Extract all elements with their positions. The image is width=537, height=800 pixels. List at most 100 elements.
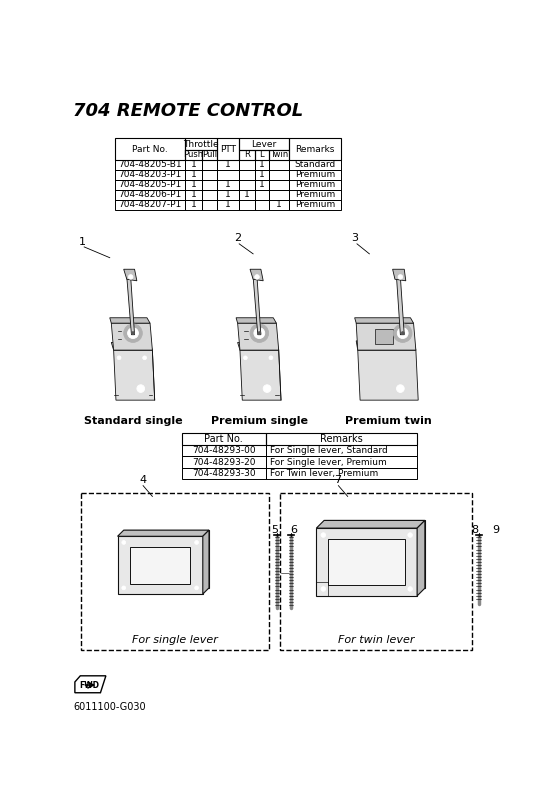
Bar: [239, 160, 255, 170]
Text: 704-48203-P1: 704-48203-P1: [119, 170, 182, 179]
Text: 1: 1: [191, 181, 197, 190]
Text: 704-48205-P1: 704-48205-P1: [119, 181, 182, 190]
Bar: [268, 200, 289, 210]
Bar: [185, 170, 202, 180]
Text: For Single lever, Standard: For Single lever, Standard: [270, 446, 388, 455]
Polygon shape: [393, 270, 406, 281]
Text: PTT: PTT: [220, 145, 236, 154]
Bar: [289, 200, 342, 210]
Text: Premium: Premium: [295, 190, 335, 199]
Bar: [255, 170, 268, 180]
Polygon shape: [203, 530, 209, 594]
Text: 5: 5: [271, 525, 278, 534]
Text: Premium: Premium: [295, 201, 335, 210]
Text: 1: 1: [191, 201, 197, 210]
Circle shape: [122, 586, 126, 590]
Text: For Twin lever, Premium: For Twin lever, Premium: [270, 469, 379, 478]
Bar: [239, 170, 255, 180]
Bar: [185, 180, 202, 190]
Polygon shape: [110, 318, 150, 323]
Circle shape: [128, 328, 139, 338]
Circle shape: [243, 356, 248, 360]
Bar: [280, 493, 473, 650]
Bar: [255, 180, 268, 190]
Bar: [202, 150, 217, 160]
Text: Part No.: Part No.: [132, 145, 168, 154]
Polygon shape: [358, 350, 418, 400]
Polygon shape: [111, 323, 153, 350]
Bar: [81, 493, 270, 650]
Text: Standard: Standard: [294, 161, 336, 170]
Circle shape: [321, 533, 325, 538]
Text: Premium: Premium: [295, 170, 335, 179]
Text: 1: 1: [259, 170, 265, 179]
Bar: [185, 200, 202, 210]
Polygon shape: [375, 329, 393, 344]
Polygon shape: [316, 521, 425, 528]
Polygon shape: [111, 342, 153, 350]
Circle shape: [194, 586, 199, 590]
Text: L: L: [259, 150, 264, 159]
Bar: [202, 180, 217, 190]
Text: Throttle: Throttle: [184, 140, 219, 149]
Text: 704-48293-00: 704-48293-00: [192, 446, 256, 455]
Circle shape: [122, 541, 126, 544]
Bar: [255, 150, 268, 160]
Circle shape: [408, 533, 412, 538]
Circle shape: [321, 586, 325, 591]
Bar: [239, 180, 255, 190]
Text: R: R: [244, 150, 250, 159]
Circle shape: [397, 328, 408, 338]
Text: 1: 1: [226, 161, 231, 170]
Circle shape: [137, 385, 144, 393]
Circle shape: [269, 356, 273, 360]
Polygon shape: [324, 521, 425, 588]
Bar: [217, 138, 239, 160]
Text: Push: Push: [184, 150, 204, 159]
Circle shape: [250, 324, 268, 342]
Polygon shape: [316, 528, 417, 596]
Bar: [115, 170, 185, 180]
Bar: [202, 160, 217, 170]
Bar: [268, 180, 289, 190]
Text: 1: 1: [244, 190, 250, 199]
Bar: [217, 190, 239, 200]
Text: Premium single: Premium single: [211, 415, 308, 426]
Polygon shape: [75, 676, 106, 693]
Polygon shape: [356, 341, 416, 350]
Bar: [268, 150, 289, 160]
Text: Pull: Pull: [202, 150, 217, 159]
Circle shape: [401, 332, 404, 334]
Bar: [115, 160, 185, 170]
Text: 1: 1: [226, 201, 231, 210]
Bar: [115, 138, 185, 160]
Polygon shape: [124, 270, 137, 281]
Bar: [217, 180, 239, 190]
Bar: [255, 200, 268, 210]
Text: 1: 1: [226, 190, 231, 199]
Text: 1: 1: [191, 190, 197, 199]
Text: 4: 4: [139, 474, 146, 485]
Bar: [289, 160, 342, 170]
Text: 704-48207-P1: 704-48207-P1: [119, 201, 182, 210]
Text: 9: 9: [492, 525, 499, 534]
Bar: [217, 170, 239, 180]
Polygon shape: [253, 277, 261, 334]
Bar: [239, 190, 255, 200]
Bar: [268, 170, 289, 180]
Circle shape: [194, 541, 199, 544]
Circle shape: [398, 274, 403, 279]
Polygon shape: [118, 536, 203, 594]
Polygon shape: [124, 530, 209, 588]
Polygon shape: [417, 521, 425, 596]
Bar: [239, 200, 255, 210]
Bar: [328, 539, 405, 585]
Polygon shape: [250, 270, 263, 281]
Bar: [115, 200, 185, 210]
Text: 1: 1: [259, 161, 265, 170]
Bar: [265, 445, 417, 456]
Polygon shape: [238, 342, 279, 350]
Bar: [182, 456, 265, 468]
Bar: [289, 190, 342, 200]
Circle shape: [117, 356, 121, 360]
